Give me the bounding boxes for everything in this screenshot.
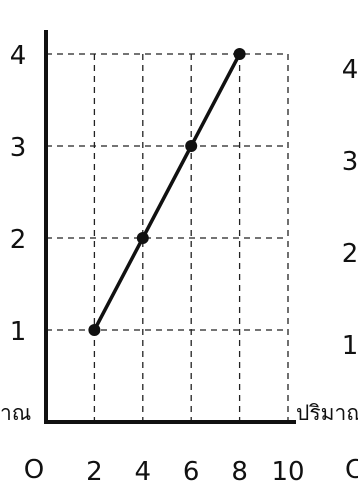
origin-label: O: [24, 455, 44, 485]
data-point-0-0: [88, 324, 101, 336]
x-axis-label: ปริมาณ: [296, 401, 358, 425]
axes: [44, 30, 296, 424]
series-line-0: [92, 53, 242, 331]
x-tick-label-10: 10: [271, 457, 304, 487]
y-tick-label-1: 1: [10, 317, 27, 347]
y-tick-label-4: 4: [10, 41, 27, 71]
data-point-0-1: [136, 232, 149, 244]
y-tick-label-3: 3: [10, 133, 27, 163]
series: [88, 48, 246, 336]
right-fragment-4: 4: [342, 55, 358, 85]
grid: [46, 53, 289, 422]
right-origin-fragment: C: [345, 455, 358, 485]
x-tick-label-2: 2: [86, 457, 103, 487]
y-tick-label-2: 2: [10, 225, 27, 255]
x-tick-label-4: 4: [135, 457, 152, 487]
right-fragment-3: 3: [342, 147, 358, 177]
x-tick-label-8: 8: [231, 457, 248, 487]
right-fragment-1: 1: [342, 331, 358, 361]
x-tick-label-6: 6: [183, 457, 200, 487]
data-point-0-2: [185, 140, 198, 152]
right-fragment-2: 2: [342, 239, 358, 269]
left-axis-fragment: าณ: [0, 401, 31, 425]
data-point-0-3: [233, 48, 246, 60]
